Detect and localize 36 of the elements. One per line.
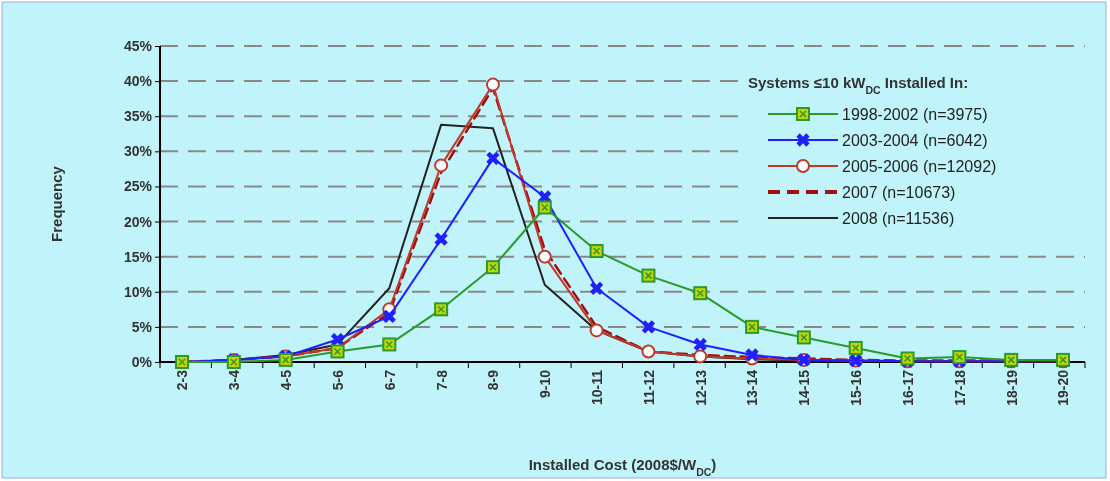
legend-label: 1998-2002 (n=3975): [842, 106, 988, 123]
x-tick-label: 9-10: [537, 369, 554, 399]
legend-label: 2005-2006 (n=12092): [842, 158, 997, 175]
x-tick-label: 17-18: [951, 369, 968, 406]
y-axis-title: Frequency: [48, 165, 65, 242]
x-axis-title: Installed Cost (2008$/W$_{DC}$): [528, 456, 717, 478]
x-tick-label: 18-19: [1003, 369, 1020, 406]
y-tick-label: 25%: [123, 178, 153, 195]
x-tick-label: 15-16: [848, 369, 865, 406]
y-tick-label: 35%: [123, 108, 153, 125]
y-tick-label: 5%: [131, 318, 153, 335]
y-tick-label: 30%: [123, 143, 153, 160]
x-tick-label: 8-9: [485, 369, 502, 391]
legend-label: 2007 (n=10673): [842, 184, 956, 201]
legend-label: 2003-2004 (n=6042): [842, 132, 988, 149]
x-tick-label: 4-5: [278, 369, 295, 391]
y-tick-label: 10%: [123, 283, 153, 300]
x-tick-label: 14-15: [796, 369, 813, 406]
x-tick-label: 7-8: [433, 369, 450, 391]
x-tick-label: 16-17: [899, 369, 916, 406]
y-tick-label: 20%: [123, 213, 153, 230]
x-tick-label: 2-3: [174, 369, 191, 391]
legend-label: 2008 (n=11536): [842, 210, 955, 227]
x-tick-label: 19-20: [1055, 369, 1072, 406]
x-tick-label: 12-13: [692, 369, 709, 406]
x-tick-label: 6-7: [381, 369, 398, 391]
x-tick-label: 11-12: [640, 369, 657, 406]
x-tick-label: 13-14: [744, 369, 761, 406]
y-tick-label: 0%: [131, 353, 153, 370]
x-tick-label: 3-4: [226, 369, 243, 391]
x-tick-label: 5-6: [329, 369, 346, 391]
y-tick-label: 15%: [123, 248, 153, 265]
legend-title: Systems ≤10 kW$_{DC}$ Installed In:: [748, 74, 969, 96]
y-tick-label: 45%: [123, 37, 153, 54]
x-tick-label: 10-11: [588, 369, 605, 406]
y-tick-label: 40%: [123, 73, 153, 90]
